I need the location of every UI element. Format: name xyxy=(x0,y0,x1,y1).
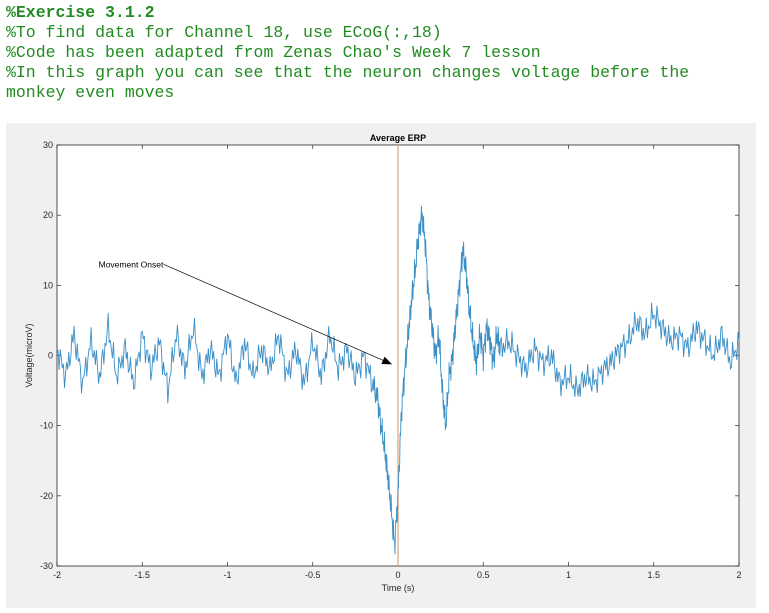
x-tick-label: 0 xyxy=(395,570,400,580)
comment-line: monkey even moves xyxy=(6,83,174,102)
annotation-text: Movement Onset xyxy=(99,259,164,269)
y-tick-label: 0 xyxy=(48,351,53,361)
x-tick-label: 2 xyxy=(736,570,741,580)
chart-title: Average ERP xyxy=(370,133,426,143)
exercise-heading: %Exercise 3.1.2 xyxy=(6,3,155,22)
y-tick-label: -20 xyxy=(40,491,53,501)
y-tick-label: 30 xyxy=(43,140,53,150)
x-tick-label: 0.5 xyxy=(477,570,490,580)
comment-line: %In this graph you can see that the neur… xyxy=(6,63,689,82)
x-tick-label: -2 xyxy=(53,570,61,580)
x-axis-label: Time (s) xyxy=(382,583,415,593)
y-tick-label: -30 xyxy=(40,561,53,571)
figure-window: -2 -1.5 -1 -0.5 0 0.5 1 1.5 2 -30 -20 -10 0 10 20 30 Mo… xyxy=(6,123,756,608)
comment-line: %To find data for Channel 18, use ECoG(:… xyxy=(6,23,442,42)
x-tick-label: -1.5 xyxy=(134,570,150,580)
x-tick-label: 1.5 xyxy=(647,570,660,580)
y-tick-label: 20 xyxy=(43,210,53,220)
comment-line: %Code has been adapted from Zenas Chao's… xyxy=(6,43,541,62)
x-tick-label: -1 xyxy=(223,570,231,580)
x-tick-label: 1 xyxy=(566,570,571,580)
y-tick-label: -10 xyxy=(40,421,53,431)
erp-chart: -2 -1.5 -1 -0.5 0 0.5 1 1.5 2 -30 -20 -10 0 10 20 30 Mo… xyxy=(6,123,756,608)
x-tick-label: -0.5 xyxy=(305,570,321,580)
code-comments: %Exercise 3.1.2 %To find data for Channe… xyxy=(6,3,689,103)
y-tick-label: 10 xyxy=(43,280,53,290)
y-axis-label: Voltage(microV) xyxy=(24,323,34,387)
